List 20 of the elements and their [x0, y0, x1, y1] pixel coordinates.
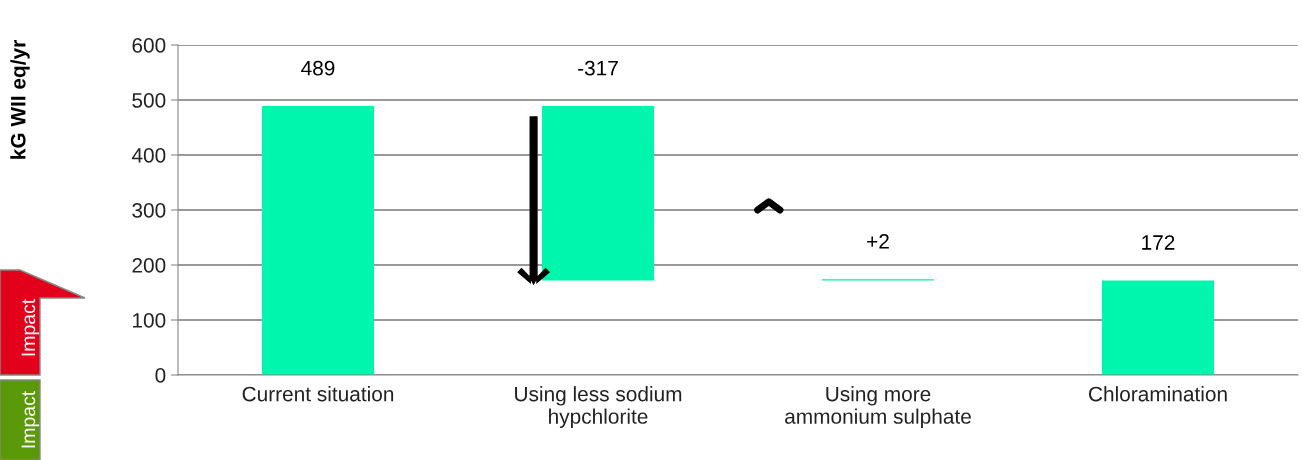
x-tick-label: Using more ammonium sulphate: [785, 386, 971, 428]
y-tick-label: 600: [132, 38, 166, 53]
x-tick-label: Current situation: [242, 386, 394, 402]
bar: [1102, 280, 1214, 375]
y-tick-label: 0: [155, 368, 166, 383]
y-tick-label: 500: [132, 93, 166, 108]
data-label: +2: [867, 234, 889, 249]
x-tick-label: Using less sodium hypchlorite: [515, 386, 682, 428]
bar: [262, 106, 374, 375]
y-tick-label: 400: [131, 148, 166, 163]
data-label: 489: [301, 60, 335, 76]
text: Impact: [21, 390, 40, 448]
y-tick-label: 200: [132, 258, 166, 273]
data-label: -317: [578, 60, 618, 76]
text: Impact: [21, 298, 40, 356]
y-tick-label: 100: [133, 313, 166, 328]
data-label: 172: [1142, 235, 1175, 250]
y-axis-title: kG WII eq/yr: [10, 40, 30, 159]
x-tick-label: Chloramination: [1089, 386, 1227, 402]
y-tick-label: 300: [132, 203, 166, 218]
